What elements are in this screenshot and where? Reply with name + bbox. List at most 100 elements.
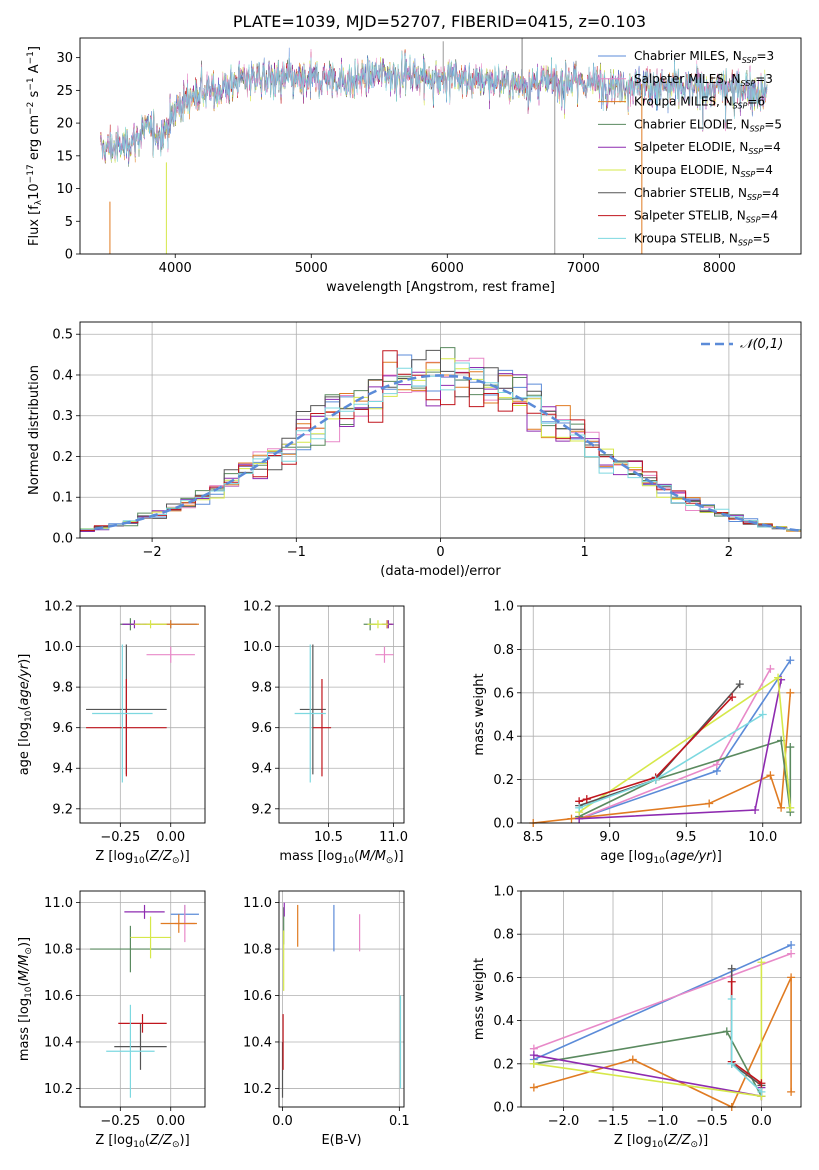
- spectrum-ylabel: Flux [fλ10−17 erg cm−2 s−1 A−1]: [26, 46, 44, 246]
- weight-vs-Z-frame: [520, 890, 802, 1108]
- y-tick-label: 0.4: [52, 368, 73, 383]
- weight-line-salpeter-stelib: [578, 696, 733, 803]
- x-tick-label: 8000: [703, 261, 736, 276]
- weight-marker: [777, 803, 786, 812]
- weight-marker: [786, 688, 795, 697]
- weight-vs-age-frame: [520, 605, 802, 824]
- x-tick-label: 0.0: [751, 1114, 772, 1129]
- weight-marker: [529, 1051, 538, 1060]
- weight-marker: [722, 1027, 731, 1036]
- y-tick-label: 9.6: [52, 721, 73, 736]
- errorbar-chabrier-stelib: [114, 1023, 167, 1070]
- x-tick-label: 9.5: [676, 830, 697, 845]
- y-tick-label: 10.6: [44, 989, 73, 1004]
- spectrum-frame: [79, 37, 802, 255]
- x-tick-label: 11.0: [379, 830, 408, 845]
- residuals-axes: −2 −1 0 1 2 0.0 0.1 0.2 0.3 0.4 0.5: [52, 322, 801, 560]
- age-vs-mass-axes: 10.5 11.0 9.2 9.4 9.6 9.8 10.0 10.2: [243, 600, 408, 846]
- weight-marker: [758, 710, 767, 719]
- errorbar-kroupa-stelib: [294, 644, 326, 783]
- errorbar-kroupa-miles: [160, 914, 197, 933]
- age-vs-Z-frame: [79, 605, 206, 824]
- y-tick-label: 9.8: [52, 681, 73, 696]
- mass-vs-Z-points: [90, 904, 199, 1098]
- weight-line-kroupa-miles: [533, 692, 792, 824]
- y-tick-label: 0: [65, 248, 73, 263]
- age-vs-mass-frame: [278, 605, 405, 824]
- residual-hist-salpeter-elodie: [80, 367, 801, 532]
- age-vs-mass-points: [294, 618, 394, 783]
- x-tick-label: −1.0: [647, 1114, 679, 1129]
- x-tick-label: −2: [143, 545, 162, 560]
- weight-marker: [787, 1087, 796, 1096]
- normal-curve: [94, 374, 802, 533]
- weight-line-salpeter-miles: [533, 952, 792, 1050]
- y-tick-label: 10.0: [44, 640, 73, 655]
- x-tick-label: 7000: [567, 261, 600, 276]
- mass-vs-EBV-xlabel: E(B-V): [321, 1133, 361, 1148]
- mass-vs-Z-ylabel: mass [log10(M/M⊙)]: [17, 937, 34, 1061]
- weight-marker: [727, 1059, 736, 1068]
- legend-label: Salpeter STELIB, NSSP=4: [634, 209, 778, 225]
- weight-marker: [575, 803, 584, 812]
- y-tick-label: 0.8: [493, 928, 514, 943]
- mass-vs-EBV-points: [281, 902, 402, 1098]
- y-tick-label: 10.4: [243, 1035, 272, 1050]
- mass-vs-Z-axes: −0.25 0.00 10.2 10.4 10.6 10.8 11.0: [44, 891, 205, 1129]
- spectrum-axes: 4000 5000 6000 7000 8000 0 5 10 15 20 25 30: [56, 51, 735, 276]
- y-tick-label: 1.0: [493, 600, 514, 615]
- y-tick-label: 11.0: [243, 896, 272, 911]
- age-vs-Z-ylabel: age [log10(age/yr)]: [17, 654, 34, 776]
- y-tick-label: 11.0: [44, 896, 73, 911]
- y-tick-label: 0.0: [493, 817, 514, 832]
- x-tick-label: 0.0: [272, 1114, 293, 1129]
- x-tick-label: 0.1: [389, 1114, 410, 1129]
- y-tick-label: 10.4: [44, 1035, 73, 1050]
- x-tick-label: 2: [725, 545, 733, 560]
- errorbar-salpeter-elodie: [124, 904, 165, 919]
- x-tick-label: 1: [581, 545, 589, 560]
- weight-vs-Z-ylabel: mass weight: [472, 958, 487, 1040]
- weight-marker: [751, 805, 760, 814]
- residuals-frame: [79, 321, 802, 539]
- y-tick-label: 10.8: [243, 943, 272, 958]
- legend-label: Salpeter MILES, NSSP=3: [634, 72, 773, 88]
- weight-marker: [786, 656, 795, 665]
- x-tick-label: 9.0: [599, 830, 620, 845]
- y-tick-label: 0.5: [52, 328, 73, 343]
- y-tick-label: 0.2: [52, 450, 73, 465]
- errorbar-salpeter-miles: [375, 646, 394, 663]
- mass-vs-Z-frame: [79, 890, 206, 1108]
- legend-label: Chabrier ELODIE, NSSP=5: [634, 117, 782, 133]
- spectrum-legend: Chabrier MILES, NSSP=3 Salpeter MILES, NS…: [598, 49, 782, 247]
- weight-marker: [712, 760, 721, 769]
- residuals-ylabel: Normed distribution: [27, 365, 42, 495]
- x-tick-label: −1: [287, 545, 306, 560]
- weight-marker: [786, 803, 795, 812]
- y-tick-label: 9.4: [52, 762, 73, 777]
- y-tick-label: 10.0: [243, 640, 272, 655]
- legend-label: Kroupa MILES, NSSP=6: [634, 95, 765, 111]
- weight-marker: [757, 1079, 766, 1088]
- weight-marker: [727, 964, 736, 973]
- y-tick-label: 25: [56, 84, 73, 99]
- x-tick-label: 5000: [295, 261, 328, 276]
- y-tick-label: 10.2: [44, 600, 73, 615]
- weight-vs-age-series: [529, 656, 795, 827]
- errorbar-kroupa-stelib: [92, 644, 153, 783]
- errorbar-kroupa-elodie: [130, 916, 171, 959]
- y-tick-label: 10.2: [44, 1082, 73, 1097]
- y-tick-label: 0.8: [493, 643, 514, 658]
- mass-vs-EBV-axes: 0.0 0.1 10.2 10.4 10.6 10.8 11.0: [243, 891, 410, 1129]
- age-vs-mass-xlabel: mass [log10(M/M⊙)]: [279, 849, 403, 866]
- x-tick-label: −0.25: [100, 830, 140, 845]
- y-tick-label: 0.6: [493, 971, 514, 986]
- errorbar-kroupa-elodie: [134, 620, 167, 629]
- y-tick-label: 9.8: [251, 681, 272, 696]
- y-tick-label: 10: [56, 182, 73, 197]
- y-tick-label: 0.4: [493, 1014, 514, 1029]
- weight-line-salpeter-elodie: [533, 1054, 763, 1098]
- weight-marker: [766, 771, 775, 780]
- weight-marker: [786, 743, 795, 752]
